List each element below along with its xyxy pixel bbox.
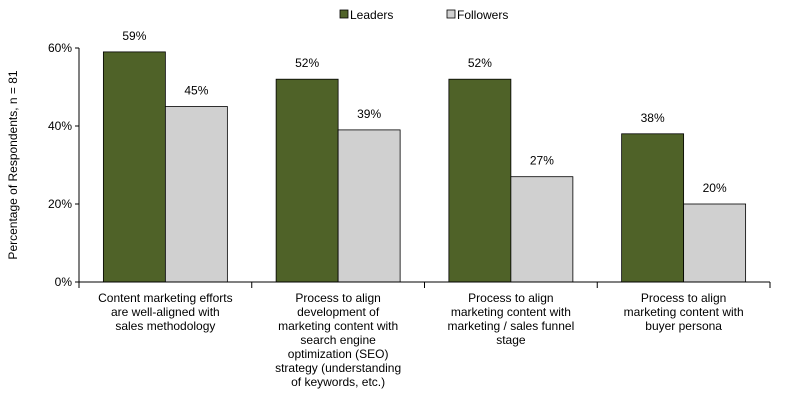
x-axis: Content marketing efforts are well-aligne… [78,281,771,389]
category-label: Process to align development of marketing … [275,291,401,389]
bar-followers [337,129,401,283]
bar-leaders [621,133,685,283]
category-label: Process to align marketing content with ma… [448,291,575,347]
y-tick-label: 40% [48,119,72,133]
data-label-followers: 39% [357,107,381,121]
bar-followers [164,106,228,283]
data-label-leaders: 38% [641,111,665,125]
bars: 59% 45% 52% 39% 52% 27% 38% 20% [102,29,747,283]
bar-followers [683,203,747,283]
y-axis-label: Percentage of Respondents, n = 81 [6,70,20,259]
data-label-leaders: 59% [122,29,146,43]
legend-swatch-followers [446,9,456,19]
data-label-leaders: 52% [295,56,319,70]
category-label: Content marketing efforts are well-aligne… [98,291,233,333]
legend: Leaders Followers [339,8,508,22]
data-label-leaders: 52% [468,56,492,70]
legend-label-leaders: Leaders [350,8,393,22]
legend-label-followers: Followers [457,8,508,22]
data-label-followers: 20% [703,181,727,195]
data-label-followers: 45% [184,84,208,98]
data-label-followers: 27% [530,154,554,168]
y-tick-label: 20% [48,197,72,211]
y-tick-label: 60% [48,41,72,55]
y-tick-label: 0% [55,275,73,289]
category-label: Process to align marketing content with bu… [624,291,744,333]
legend-swatch-leaders [339,9,349,19]
bar-followers [510,176,574,283]
bar-leaders [275,78,339,283]
bar-leaders [102,51,166,283]
y-axis: 0% 20% 40% 60% [48,41,80,289]
bar-leaders [448,78,512,283]
